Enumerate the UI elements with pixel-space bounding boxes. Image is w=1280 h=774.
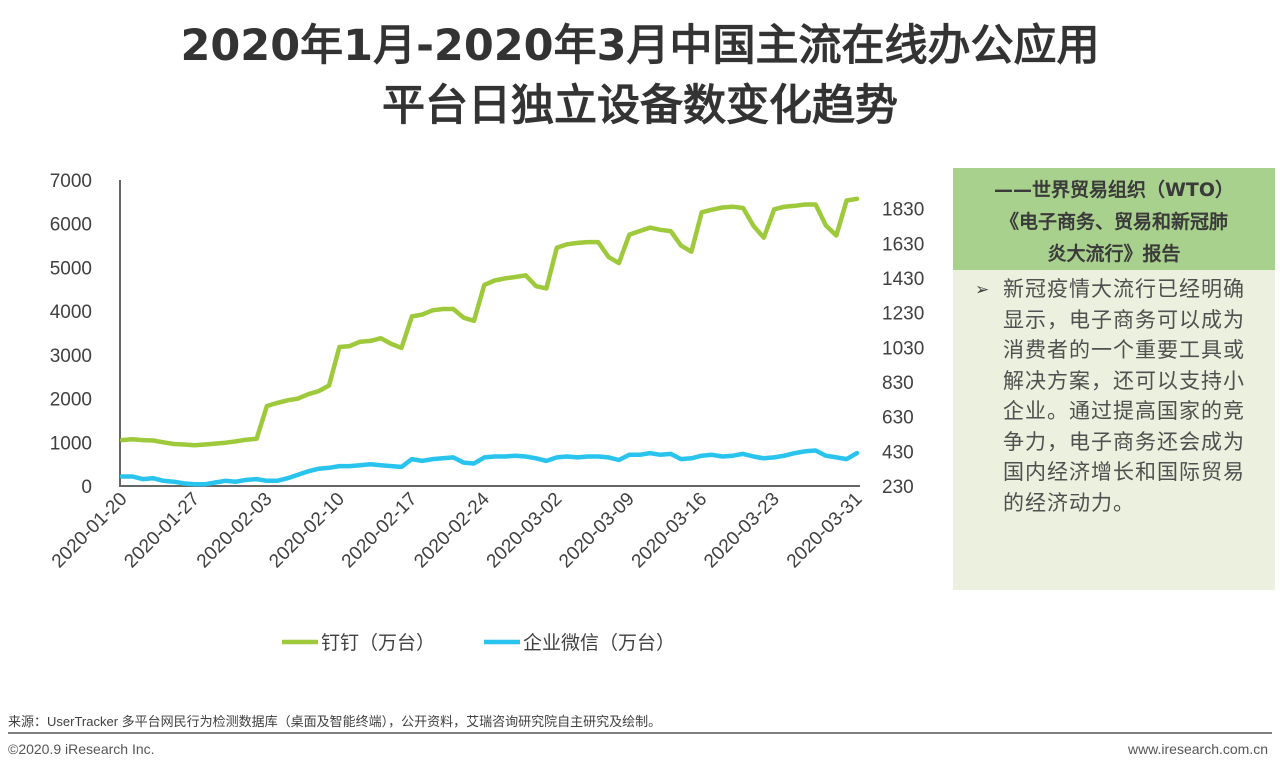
sidebox-header-line: 炎大流行》报告 [1047, 243, 1181, 265]
y-left-tick-label: 3000 [50, 346, 92, 367]
x-tick-label: 2020-03-16 [628, 489, 712, 573]
source-note: 来源：UserTracker 多平台网民行为检测数据库（桌面及智能终端），公开资… [8, 714, 662, 729]
y-left-tick-label: 4000 [50, 302, 92, 323]
y-right-tick-label: 1630 [882, 234, 924, 255]
y-left-tick-label: 0 [81, 477, 92, 498]
y-right-tick-label: 630 [882, 408, 914, 429]
x-tick-label: 2020-02-17 [338, 489, 422, 573]
website-link[interactable]: www.iresearch.com.cn [1127, 741, 1268, 757]
y-right-tick-label: 230 [882, 477, 914, 498]
sidebox-header-line: ——世界贸易组织（WTO） [993, 179, 1235, 201]
x-tick-label: 2020-02-24 [410, 488, 494, 572]
page-title-line2: 平台日独立设备数变化趋势 [382, 81, 898, 131]
y-left-tick-label: 2000 [50, 390, 92, 411]
y-right-tick-label: 1830 [882, 200, 924, 221]
series-line-dingtalk [119, 196, 860, 448]
x-tick-label: 2020-01-20 [48, 489, 132, 573]
y-left-tick-label: 7000 [50, 171, 92, 192]
sidebox-header-line: 《电子商务、贸易和新冠肺 [999, 211, 1228, 233]
x-tick-label: 2020-02-10 [265, 489, 349, 573]
series-line-wecom [119, 448, 860, 487]
y-right-tick-label: 830 [882, 373, 914, 394]
y-right-tick-label: 1230 [882, 304, 924, 325]
sidebox-body: ➢ 新冠疫情大流行已经明确显示，电子商务可以成为消费者的一个重要工具或解决方案，… [953, 270, 1275, 590]
y-right-tick-label: 1030 [882, 338, 924, 359]
copyright: ©2020.9 iResearch Inc. [8, 741, 155, 757]
footer-divider [8, 732, 1272, 734]
y-left-tick-label: 5000 [50, 258, 92, 279]
x-tick-label: 2020-03-31 [783, 489, 867, 573]
x-tick-label: 2020-03-23 [700, 489, 784, 573]
arrow-bullet-icon: ➢ [975, 280, 990, 300]
line-chart: 0 1000 2000 3000 4000 5000 6000 7000 230 430 630 83… [48, 171, 924, 654]
y-left-tick-label: 6000 [50, 215, 92, 236]
legend-label-dingtalk: 钉钉（万台） [321, 632, 435, 654]
page-title-line1: 2020年1月-2020年3月中国主流在线办公应用 [180, 21, 1100, 71]
legend-label-wecom: 企业微信（万台） [523, 632, 675, 654]
y-right-tick-label: 1430 [882, 269, 924, 290]
y-right-tick-label: 430 [882, 442, 914, 463]
sidebox-header: ——世界贸易组织（WTO） 《电子商务、贸易和新冠肺 炎大流行》报告 [953, 168, 1275, 270]
x-tick-label: 2020-03-02 [483, 489, 567, 573]
sidebox-text: 新冠疫情大流行已经明确显示，电子商务可以成为消费者的一个重要工具或解决方案，还可… [1003, 277, 1245, 515]
y-left-tick-label: 1000 [50, 433, 92, 454]
x-tick-label: 2020-01-27 [120, 489, 204, 573]
x-tick-label: 2020-03-09 [555, 489, 639, 573]
x-tick-label: 2020-02-03 [193, 489, 277, 573]
